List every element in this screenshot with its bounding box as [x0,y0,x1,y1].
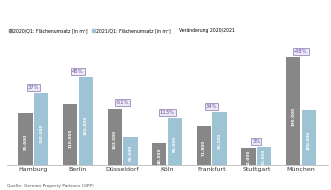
Text: 130.000: 130.000 [39,123,43,143]
Bar [197,126,211,165]
Bar [213,112,227,165]
Text: 50.600: 50.600 [128,145,132,161]
Text: Quelle: German Property Partners (GPP): Quelle: German Property Partners (GPP) [7,184,93,188]
Text: 110.000: 110.000 [68,128,72,148]
Text: 71.800: 71.800 [202,139,206,156]
Legend: 2020/Q1: Flächenumsatz [in m²], 2021/Q1: Flächenumsatz [in m²], Veränderung 2020: 2020/Q1: Flächenumsatz [in m²], 2021/Q1:… [9,28,235,33]
Text: 37%: 37% [27,85,39,90]
Bar [241,148,256,165]
Bar [123,137,137,165]
Text: 195.000: 195.000 [291,107,295,126]
Bar [79,77,93,165]
Text: 96.200: 96.200 [217,133,221,150]
Text: 45%: 45% [72,69,84,74]
Text: 3%: 3% [252,139,260,144]
Text: 33.000: 33.000 [262,149,266,165]
Bar [152,143,166,165]
Text: 113%: 113% [160,110,174,115]
Text: 85.000: 85.000 [173,136,177,152]
Text: -48%: -48% [294,49,308,54]
Bar [63,105,77,165]
Text: 32.000: 32.000 [247,149,251,165]
Text: 100.500: 100.500 [307,131,311,150]
Bar [286,57,300,165]
Bar [108,108,122,165]
Text: 95.000: 95.000 [24,134,27,150]
Text: 160.000: 160.000 [84,116,88,135]
Bar [302,110,316,165]
Bar [19,113,33,165]
Text: 40.000: 40.000 [157,147,161,164]
Bar [34,93,48,165]
Text: 102.500: 102.500 [113,130,117,149]
Bar [168,118,182,165]
Text: 34%: 34% [206,104,217,109]
Bar [257,147,271,165]
Text: -51%: -51% [116,100,129,105]
